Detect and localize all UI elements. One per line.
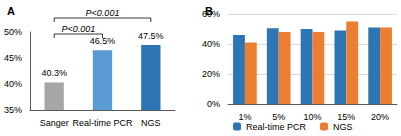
svg-text:40.3%: 40.3% (41, 68, 67, 78)
svg-text:Real-time PCR: Real-time PCR (72, 118, 133, 128)
svg-text:35%: 35% (4, 105, 22, 115)
svg-text:20%: 20% (202, 69, 220, 79)
svg-text:50%: 50% (4, 27, 22, 37)
svg-text:15%: 15% (337, 112, 355, 122)
svg-text:40%: 40% (4, 79, 22, 89)
svg-text:45%: 45% (4, 53, 22, 63)
svg-text:5%: 5% (272, 112, 285, 122)
svg-text:0%: 0% (207, 99, 220, 109)
svg-text:47.5%: 47.5% (138, 31, 164, 41)
svg-text:46.5%: 46.5% (90, 36, 116, 46)
svg-text:P<0.001: P<0.001 (61, 24, 95, 34)
svg-text:10%: 10% (303, 112, 321, 122)
svg-text:Real-time PCR: Real-time PCR (246, 122, 307, 132)
svg-text:1%: 1% (238, 112, 251, 122)
svg-text:20%: 20% (371, 112, 389, 122)
svg-text:NGS: NGS (141, 118, 161, 128)
svg-text:B: B (205, 5, 213, 17)
svg-text:P<0.001: P<0.001 (86, 8, 120, 18)
svg-text:A: A (7, 5, 15, 17)
svg-text:40%: 40% (202, 39, 220, 49)
svg-text:Sanger: Sanger (40, 118, 69, 128)
svg-text:NGS: NGS (333, 122, 353, 132)
